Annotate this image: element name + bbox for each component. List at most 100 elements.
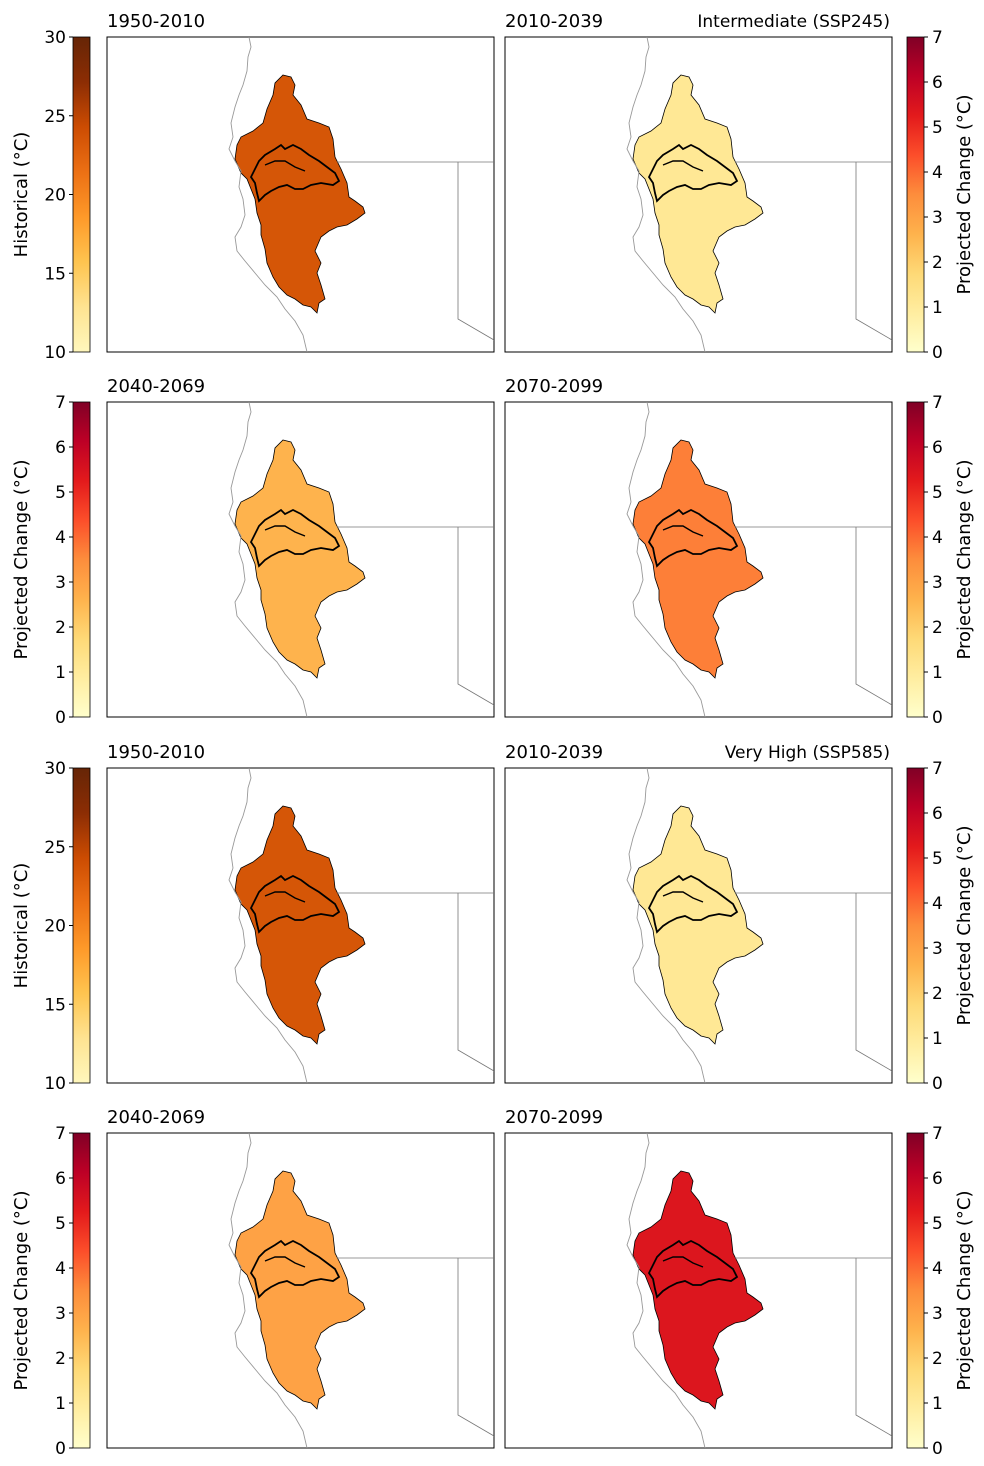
map-panel: 2040-2069 [106,376,495,718]
panel-title: 1950-2010 [107,742,205,763]
colorbar-tick-label: 2 [932,253,943,273]
colorbar-tick-label: 25 [44,838,66,858]
state-border-line [855,162,892,341]
colorbar-tick-label: 25 [44,107,66,127]
subbasin-outline [662,525,704,537]
colorbar-tick-label: 6 [55,1169,66,1189]
coastline [228,402,308,717]
colorbar-tick-label: 4 [55,1259,66,1279]
colorbar-tick-label: 2 [932,618,943,638]
subbasin-outline [249,508,341,568]
colorbar-tick-label: 7 [55,393,66,413]
colorbar-tick-label: 4 [932,894,943,914]
colorbar-tick-label: 20 [44,917,66,937]
colorbar-tick-label: 3 [932,208,943,228]
subbasin-outline [264,525,306,537]
colorbar-tick-label: 0 [932,1074,943,1094]
map-contents [626,1133,892,1448]
subbasin-outline [662,891,704,903]
colorbar-tick-label: 6 [932,804,943,824]
colorbar-gradient [72,36,91,353]
colorbar-tick-label: 10 [44,343,66,363]
map-contents [228,1133,494,1448]
colorbar-tick-label: 2 [932,1349,943,1369]
colorbar-label: Projected Change (°C) [954,825,975,1025]
colorbar-tick-label: 7 [932,393,943,413]
colorbar-tick-label: 7 [55,1124,66,1144]
colorbar-tick-label: 7 [932,1124,943,1144]
colorbar-tick-label: 4 [932,1259,943,1279]
colorbar-gradient [72,401,91,718]
colorbar-tick-label: 0 [932,1439,943,1459]
colorbar-tick-label: 3 [55,573,66,593]
colorbar-tick-label: 4 [932,163,943,183]
state-border-line [457,893,494,1072]
subbasin-outline [647,143,739,203]
panel-title: 1950-2010 [107,11,205,32]
colorbar: 0 1 2 3 4 5 6 7 Projected Change (°C) [906,759,975,1094]
colorbar-tick-label: 0 [55,1439,66,1459]
colorbar-tick-label: 6 [932,73,943,93]
colorbar-gradient [906,401,925,718]
colorbar-label: Projected Change (°C) [954,94,975,294]
colorbar-tick-label: 2 [55,618,66,638]
coastline [228,1133,308,1448]
map-panel: 2010-2039 Intermediate (SSP245) [504,11,893,353]
coastline [228,768,308,1083]
colorbar-label: Projected Change (°C) [954,459,975,659]
map-contents [626,768,892,1083]
colorbar-tick-label: 1 [55,1394,66,1414]
colorbar-tick-label: 3 [55,1304,66,1324]
colorbar-tick-label: 5 [55,483,66,503]
colorbar-tick-label: 3 [932,1304,943,1324]
colorbar-tick-label: 7 [932,28,943,48]
subbasin-outline [249,143,341,203]
colorbar-tick-label: 3 [932,939,943,959]
colorbar-tick-label: 5 [932,118,943,138]
colorbar-tick-label: 1 [932,1394,943,1414]
map-panel: 2010-2039 Very High (SSP585) [504,742,893,1084]
colorbar-tick-label: 5 [932,849,943,869]
panel-title: 2010-2039 [505,11,603,32]
colorbar-label: Projected Change (°C) [11,1190,32,1390]
map-contents [626,37,892,352]
panels-layer: 1950-2010 2010-2039 Intermediate (SSP245)2… [106,11,893,1449]
colorbar-tick-label: 0 [932,708,943,728]
subbasin-outline [662,160,704,172]
subbasin-outline [264,1256,306,1268]
state-border-line [855,893,892,1072]
coastline [626,37,706,352]
colorbar-label: Projected Change (°C) [954,1190,975,1390]
colorbar-tick-label: 4 [932,528,943,548]
subbasin-outline [662,1256,704,1268]
colorbar-tick-label: 15 [44,264,66,284]
subbasin-outline [647,508,739,568]
colorbar-gradient [906,767,925,1084]
panel-title: 2040-2069 [107,376,205,397]
coastline [626,768,706,1083]
colorbar-tick-label: 7 [932,759,943,779]
panel-title: 2070-2099 [505,1107,603,1128]
colorbar: 0 1 2 3 4 5 6 7 Projected Change (°C) [906,28,975,363]
coastline [626,402,706,717]
state-border-line [855,527,892,706]
map-contents [228,37,494,352]
subbasin-outline [647,874,739,934]
colorbar-gradient [906,36,925,353]
colorbar-tick-label: 0 [932,343,943,363]
map-contents [626,402,892,717]
colorbar-label: Historical (°C) [11,132,32,258]
colorbar-gradient [72,1132,91,1449]
colorbar-label: Projected Change (°C) [11,459,32,659]
colorbar: 10 15 20 25 30 Historical (°C) [11,28,91,363]
state-border-line [457,162,494,341]
map-panel: 2040-2069 [106,1107,495,1449]
colorbar-tick-label: 2 [932,984,943,1004]
map-contents [228,768,494,1083]
subbasin-outline [249,874,341,934]
colorbar-tick-label: 3 [932,573,943,593]
map-panel: 2070-2099 [504,376,893,718]
map-panel: 1950-2010 [106,742,495,1084]
colorbar-tick-label: 5 [932,483,943,503]
